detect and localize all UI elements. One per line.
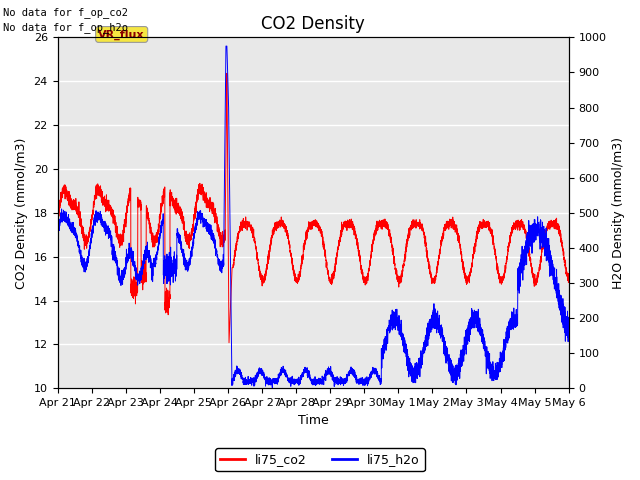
- li75_co2: [249, 231, 257, 237]
- li75_co2: [225, 340, 233, 346]
- li75_co2: [474, 228, 482, 233]
- Text: VR_flux: VR_flux: [99, 29, 145, 39]
- li75_h2o: [147, 265, 154, 271]
- li75_h2o: [387, 324, 394, 329]
- li75_h2o: [54, 235, 61, 241]
- Y-axis label: CO2 Density (mmol/m3): CO2 Density (mmol/m3): [15, 137, 28, 288]
- li75_h2o: [249, 378, 257, 384]
- Legend: li75_co2, li75_h2o: li75_co2, li75_h2o: [215, 448, 425, 471]
- li75_co2: [360, 279, 368, 285]
- li75_co2: [147, 225, 154, 230]
- Line: li75_h2o: li75_h2o: [58, 46, 569, 388]
- li75_co2: [435, 256, 443, 262]
- li75_h2o: [474, 317, 482, 323]
- li75_h2o: [268, 385, 276, 391]
- Line: li75_co2: li75_co2: [58, 73, 569, 343]
- X-axis label: Time: Time: [298, 414, 328, 427]
- li75_h2o: [360, 380, 368, 386]
- Y-axis label: H2O Density (mmol/m3): H2O Density (mmol/m3): [612, 137, 625, 289]
- li75_co2: [223, 71, 230, 76]
- li75_h2o: [222, 43, 230, 49]
- li75_co2: [54, 215, 61, 220]
- Text: No data for f_op_co2: No data for f_op_co2: [3, 7, 128, 18]
- Title: CO2 Density: CO2 Density: [261, 15, 365, 33]
- li75_h2o: [435, 317, 443, 323]
- Text: No data for f_op_h2o: No data for f_op_h2o: [3, 22, 128, 33]
- li75_co2: [387, 234, 394, 240]
- li75_co2: [565, 274, 573, 279]
- li75_h2o: [565, 328, 573, 334]
